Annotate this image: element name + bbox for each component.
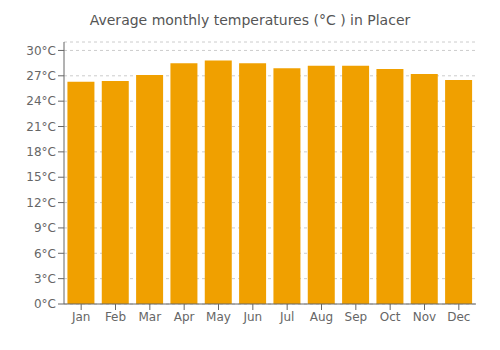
svg-text:Apr: Apr [174, 310, 195, 324]
svg-text:Nov: Nov [413, 310, 436, 324]
svg-text:24°C: 24°C [26, 94, 56, 108]
html-text:Average monthly temperatures (: Average monthly temperatures (°C ) in Pl… [89, 12, 411, 28]
svg-text:Mar: Mar [139, 310, 162, 324]
svg-text:Sep: Sep [345, 310, 368, 324]
svg-text:Dec: Dec [447, 310, 470, 324]
svg-text:6°C: 6°C [34, 247, 56, 261]
svg-text:Feb: Feb [105, 310, 126, 324]
svg-text:9°C: 9°C [34, 221, 56, 235]
svg-text:21°C: 21°C [26, 120, 56, 134]
svg-text:Oct: Oct [380, 310, 401, 324]
svg-text:Jan: Jan [71, 310, 91, 324]
svg-text:27°C: 27°C [26, 69, 56, 83]
svg-text:Jun: Jun [242, 310, 262, 324]
svg-text:May: May [206, 310, 231, 324]
svg-text:3°C: 3°C [34, 272, 56, 286]
svg-text:0°C: 0°C [34, 297, 56, 311]
svg-text:Aug: Aug [310, 310, 333, 324]
svg-text:Jul: Jul [279, 310, 294, 324]
svg-text:18°C: 18°C [26, 145, 56, 159]
svg-text:15°C: 15°C [26, 170, 56, 184]
svg-text:30°C: 30°C [26, 44, 56, 58]
svg-text:12°C: 12°C [26, 196, 56, 210]
